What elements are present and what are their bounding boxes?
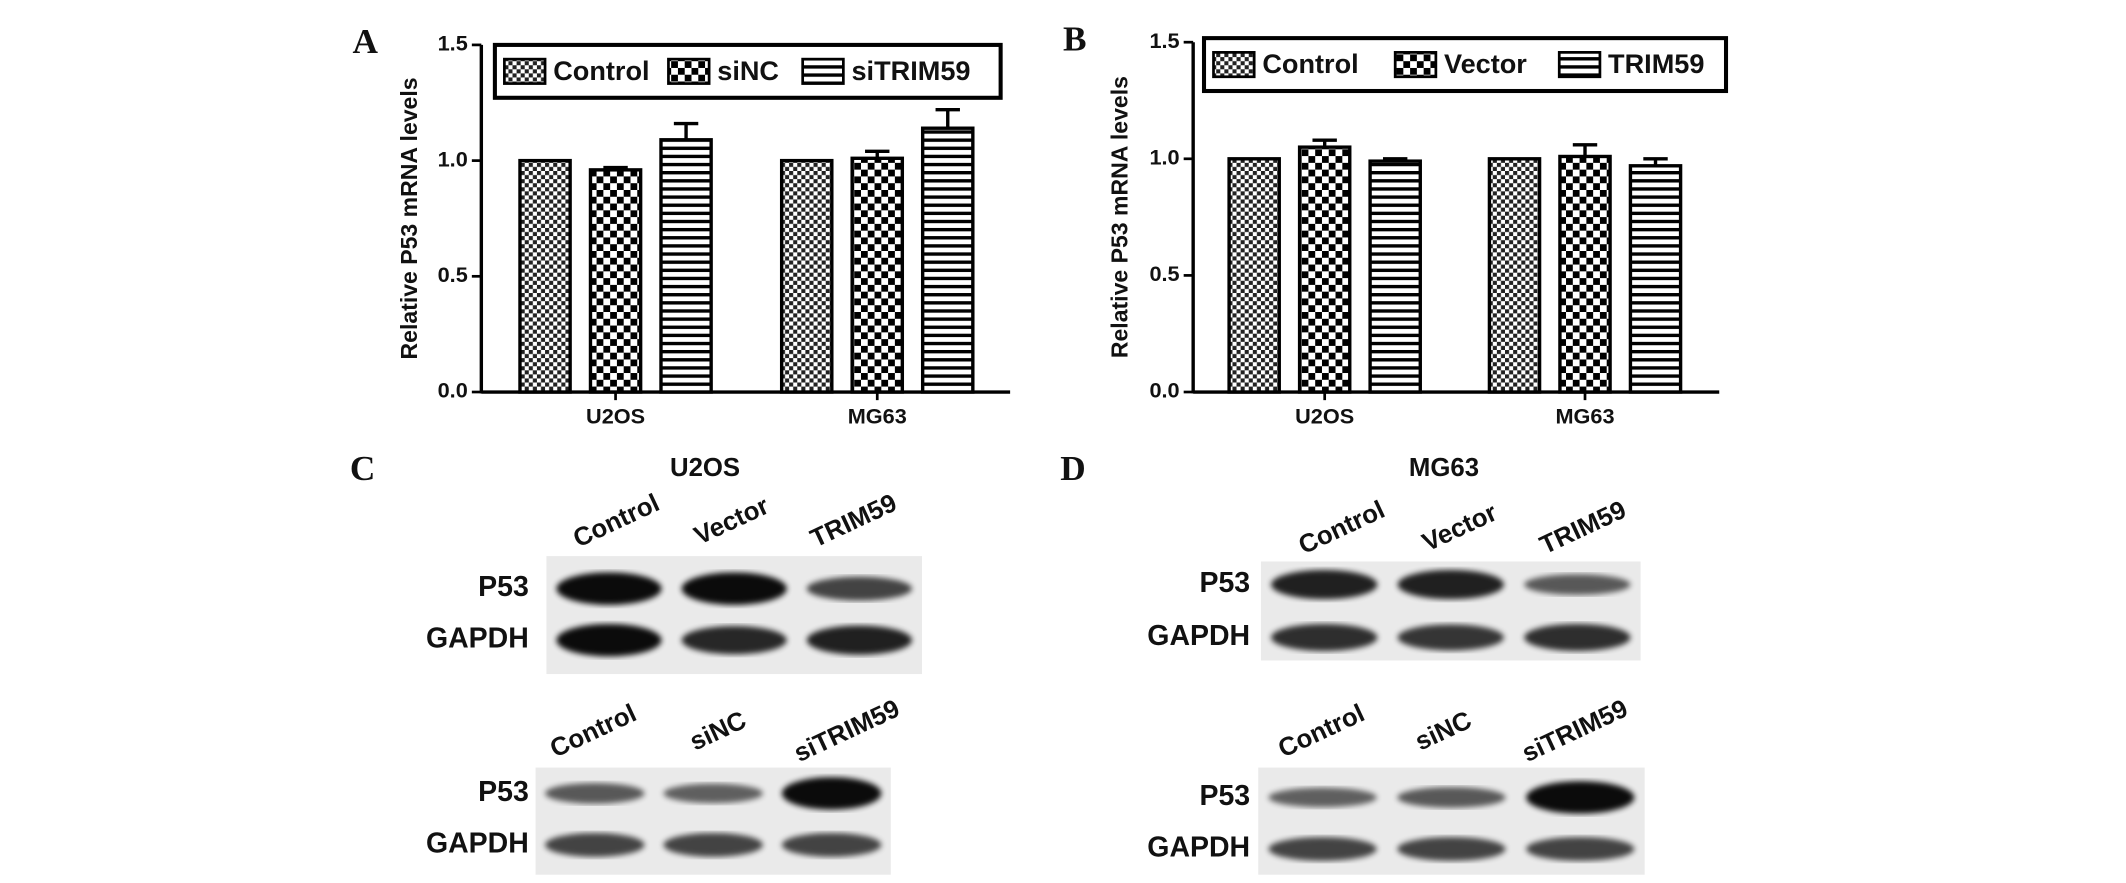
row-label: GAPDH xyxy=(426,623,529,655)
bar xyxy=(779,158,834,394)
lane-label: TRIM59 xyxy=(806,489,901,553)
blot-band xyxy=(556,623,662,657)
blot-band xyxy=(1524,574,1631,595)
blot-band xyxy=(556,572,662,605)
legend-swatch xyxy=(801,57,845,85)
legend-swatch xyxy=(1393,51,1438,79)
blot-band xyxy=(1271,623,1378,651)
lane-label: Vector xyxy=(690,492,773,551)
lane-label: Control xyxy=(569,489,664,553)
blot-title: MG63 xyxy=(1409,454,1479,482)
blot-band xyxy=(806,625,912,655)
panel-label: B xyxy=(1063,19,1087,58)
panel-label: D xyxy=(1060,449,1085,488)
legend-label: Control xyxy=(1262,48,1358,79)
y-axis-label: Relative P53 mRNA levels xyxy=(396,77,422,359)
x-tick-label: U2OS xyxy=(586,404,645,429)
bar xyxy=(920,126,975,394)
row-label: P53 xyxy=(478,571,529,603)
blot-band xyxy=(1268,837,1377,861)
panel-label: C xyxy=(350,449,375,488)
legend-swatch xyxy=(1557,51,1602,79)
lane-label: siTRIM59 xyxy=(1518,695,1632,768)
y-tick-label: 1.0 xyxy=(438,146,468,171)
lane-label: Control xyxy=(1274,699,1369,763)
row-label: GAPDH xyxy=(1147,620,1250,652)
legend-label: siNC xyxy=(717,55,779,86)
lane-label: Control xyxy=(1294,496,1389,560)
blot-band xyxy=(1526,781,1635,814)
legend-box xyxy=(492,42,1003,100)
y-tick-label: 0.5 xyxy=(438,262,468,287)
blot-band xyxy=(1397,787,1506,808)
y-tick-label: 0.0 xyxy=(438,378,468,403)
row-label: P53 xyxy=(1199,780,1250,812)
blot-band xyxy=(681,626,787,655)
blot-band xyxy=(1524,623,1631,651)
lane-label: Vector xyxy=(1418,499,1501,558)
blot-band xyxy=(545,832,645,857)
x-tick-label: U2OS xyxy=(1295,404,1354,429)
blot-band xyxy=(1271,569,1378,600)
y-tick-label: 0.0 xyxy=(1149,378,1179,403)
bar xyxy=(588,168,643,394)
lane-label: siNC xyxy=(686,706,751,756)
lane-label: siNC xyxy=(1411,706,1476,756)
bar xyxy=(1558,154,1612,394)
x-tick-label: MG63 xyxy=(1555,404,1614,429)
legend-label: Vector xyxy=(1444,48,1527,79)
bar xyxy=(518,158,572,394)
legend-swatch xyxy=(1212,51,1256,79)
legend-swatch xyxy=(503,57,547,85)
blot-band xyxy=(1397,569,1504,600)
legend-label: TRIM59 xyxy=(1608,48,1704,79)
bar xyxy=(850,156,905,394)
row-label: P53 xyxy=(478,776,529,808)
blot-band xyxy=(1526,837,1635,861)
y-tick-label: 1.5 xyxy=(438,31,468,56)
row-label: P53 xyxy=(1199,567,1250,599)
bar xyxy=(659,138,713,394)
y-tick-label: 1.0 xyxy=(1149,145,1179,170)
bar xyxy=(1368,159,1422,394)
blot-band xyxy=(1397,837,1506,861)
blot-band xyxy=(663,832,763,857)
bar xyxy=(1487,157,1542,394)
bar xyxy=(1297,145,1352,394)
y-tick-label: 1.5 xyxy=(1149,28,1179,53)
legend-label: siTRIM59 xyxy=(851,55,970,86)
blot-band xyxy=(1268,787,1377,808)
blot-band xyxy=(681,572,787,605)
blot-band xyxy=(545,783,645,804)
y-axis-label: Relative P53 mRNA levels xyxy=(1106,76,1132,358)
panel-label: A xyxy=(353,22,379,61)
lane-label: Control xyxy=(546,699,641,763)
lane-label: TRIM59 xyxy=(1536,496,1631,560)
row-label: GAPDH xyxy=(1147,831,1250,863)
blot-band xyxy=(806,576,912,601)
blot-band xyxy=(1397,624,1504,651)
legend-box xyxy=(1201,36,1729,94)
lane-label: siTRIM59 xyxy=(790,695,904,768)
blot-band xyxy=(781,832,882,857)
legend-label: Control xyxy=(553,55,649,86)
blot-band xyxy=(663,783,763,804)
bar xyxy=(1628,164,1683,394)
blot-band xyxy=(781,777,882,810)
legend-swatch xyxy=(667,57,711,85)
blot-title: U2OS xyxy=(670,454,740,482)
row-label: GAPDH xyxy=(426,827,529,859)
bar xyxy=(1227,157,1281,394)
y-tick-label: 0.5 xyxy=(1149,261,1179,286)
x-tick-label: MG63 xyxy=(848,404,907,429)
